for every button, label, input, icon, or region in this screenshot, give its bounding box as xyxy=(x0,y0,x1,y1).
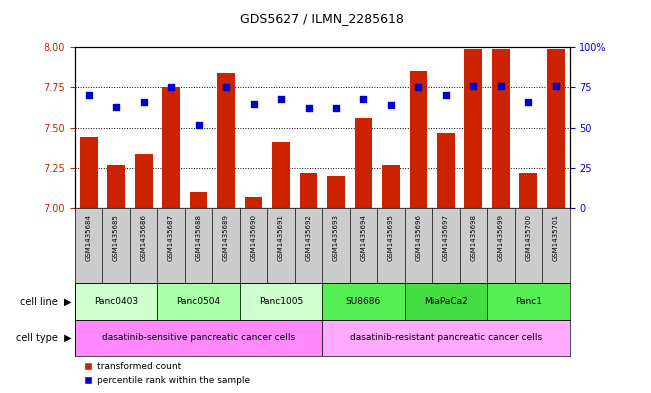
Bar xyxy=(492,49,510,208)
Text: GSM1435696: GSM1435696 xyxy=(415,214,421,261)
Point xyxy=(413,84,424,90)
Text: GSM1435701: GSM1435701 xyxy=(553,214,559,261)
Bar xyxy=(107,165,125,208)
Legend: transformed count, percentile rank within the sample: transformed count, percentile rank withi… xyxy=(79,359,253,389)
Point xyxy=(139,99,149,105)
Point xyxy=(248,101,258,107)
Text: GSM1435692: GSM1435692 xyxy=(305,214,311,261)
Bar xyxy=(75,283,158,320)
Bar xyxy=(189,192,208,208)
Text: MiaPaCa2: MiaPaCa2 xyxy=(424,297,468,306)
Bar xyxy=(135,154,152,208)
Text: GSM1435700: GSM1435700 xyxy=(525,214,531,261)
Text: Panc1: Panc1 xyxy=(515,297,542,306)
Point xyxy=(523,99,534,105)
Point xyxy=(441,92,451,99)
Point xyxy=(495,83,506,89)
Bar xyxy=(519,173,537,208)
Point xyxy=(303,105,314,112)
Point xyxy=(276,95,286,102)
Text: GSM1435698: GSM1435698 xyxy=(471,214,477,261)
Bar xyxy=(158,283,240,320)
Text: GSM1435686: GSM1435686 xyxy=(141,214,146,261)
Text: GSM1435688: GSM1435688 xyxy=(195,214,202,261)
Text: GSM1435694: GSM1435694 xyxy=(361,214,367,261)
Bar xyxy=(322,283,405,320)
Bar xyxy=(299,173,318,208)
Bar xyxy=(245,197,262,208)
Bar xyxy=(382,165,400,208)
Bar xyxy=(355,118,372,208)
Bar xyxy=(322,320,570,356)
Point xyxy=(358,95,368,102)
Text: dasatinib-sensitive pancreatic cancer cells: dasatinib-sensitive pancreatic cancer ce… xyxy=(102,334,295,342)
Bar xyxy=(465,49,482,208)
Text: cell type  ▶: cell type ▶ xyxy=(16,333,72,343)
Bar xyxy=(437,132,455,208)
Text: SU8686: SU8686 xyxy=(346,297,381,306)
Point xyxy=(331,105,341,112)
Text: dasatinib-resistant pancreatic cancer cells: dasatinib-resistant pancreatic cancer ce… xyxy=(350,334,542,342)
Text: GSM1435685: GSM1435685 xyxy=(113,214,119,261)
Point xyxy=(193,121,204,128)
Bar xyxy=(75,320,322,356)
Text: Panc0403: Panc0403 xyxy=(94,297,138,306)
Bar xyxy=(240,283,322,320)
Point xyxy=(221,84,231,90)
Point xyxy=(551,83,561,89)
Text: Panc1005: Panc1005 xyxy=(259,297,303,306)
Bar xyxy=(409,72,427,208)
Point xyxy=(386,102,396,108)
Text: GSM1435691: GSM1435691 xyxy=(278,214,284,261)
Point xyxy=(468,83,478,89)
Point xyxy=(111,104,121,110)
Text: GDS5627 / ILMN_2285618: GDS5627 / ILMN_2285618 xyxy=(240,12,404,25)
Text: GSM1435690: GSM1435690 xyxy=(251,214,256,261)
Text: GSM1435697: GSM1435697 xyxy=(443,214,449,261)
Bar xyxy=(547,49,565,208)
Bar xyxy=(79,138,98,208)
Text: GSM1435689: GSM1435689 xyxy=(223,214,229,261)
Text: cell line  ▶: cell line ▶ xyxy=(20,297,72,307)
Point xyxy=(166,84,176,90)
Bar xyxy=(162,87,180,208)
Text: GSM1435684: GSM1435684 xyxy=(86,214,92,261)
Bar xyxy=(405,283,487,320)
Text: GSM1435687: GSM1435687 xyxy=(168,214,174,261)
Bar xyxy=(272,142,290,208)
Text: GSM1435699: GSM1435699 xyxy=(498,214,504,261)
Bar xyxy=(487,283,570,320)
Bar xyxy=(327,176,345,208)
Text: GSM1435693: GSM1435693 xyxy=(333,214,339,261)
Point xyxy=(83,92,94,99)
Text: Panc0504: Panc0504 xyxy=(176,297,221,306)
Text: GSM1435695: GSM1435695 xyxy=(388,214,394,261)
Bar xyxy=(217,73,235,208)
